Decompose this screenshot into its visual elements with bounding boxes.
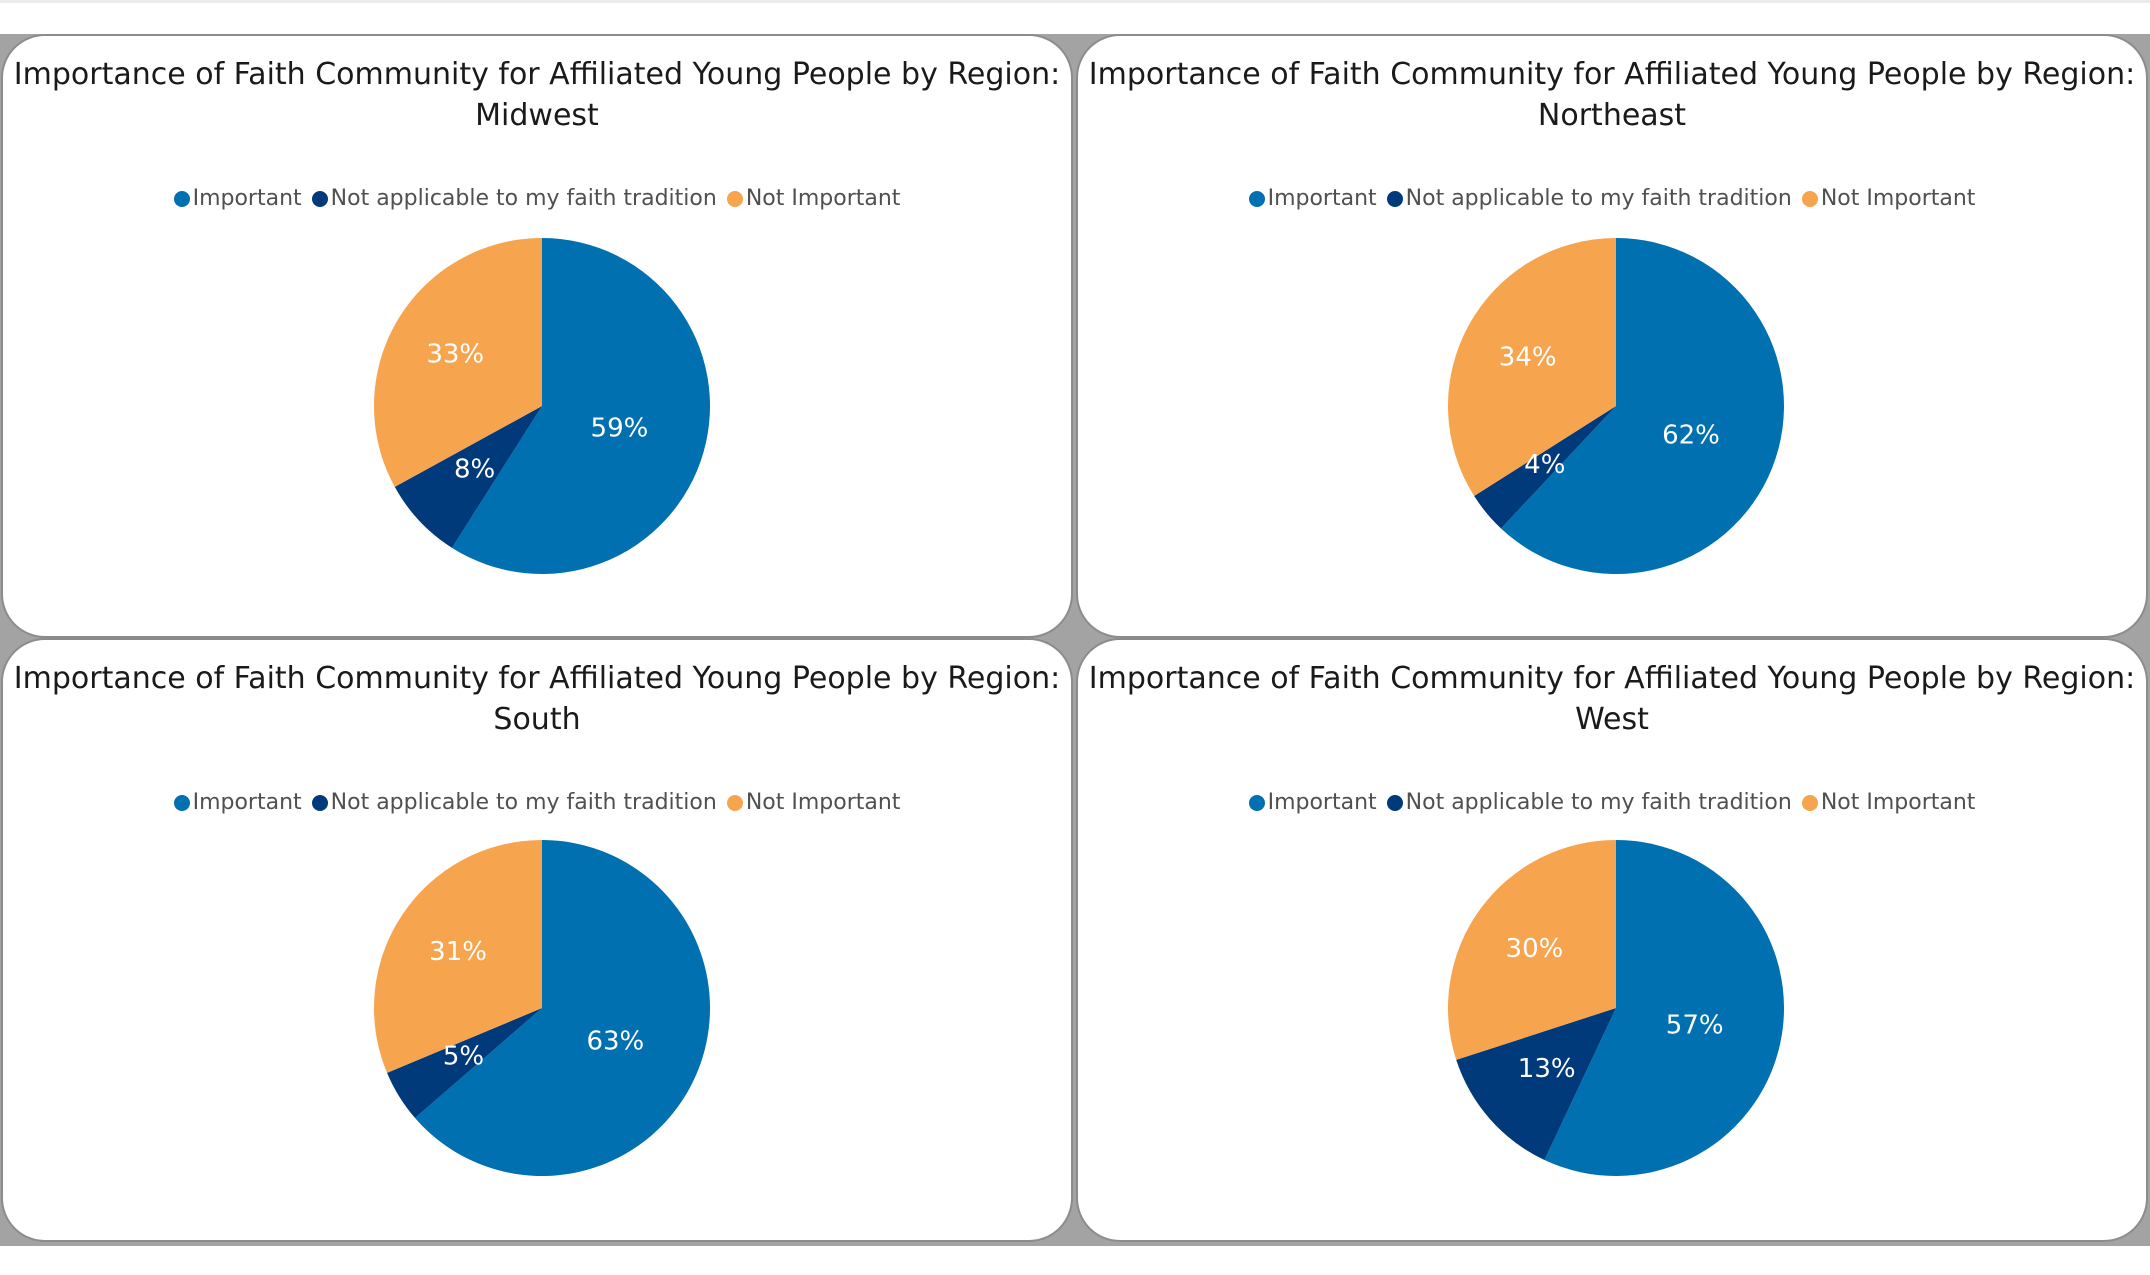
chart-panel-midwest: Importance of Faith Community for Affili… <box>1 34 1073 638</box>
legend-entry-not-important: Not Important <box>1801 186 1976 211</box>
data-label-important: 63% <box>586 1026 644 1056</box>
pie-slice-important <box>451 238 710 574</box>
pie-chart: 63% 5% 31% <box>373 840 710 1176</box>
legend-label-important: Important <box>1267 790 1377 815</box>
chart-title-line1: Importance of Faith Community for Affili… <box>1088 57 2136 92</box>
legend-label-not-important: Not Important <box>1820 790 1976 815</box>
legend-label-important: Important <box>192 790 302 815</box>
pie-chart: 62% 4% 34% <box>1448 238 1784 574</box>
legend-label-important: Important <box>192 186 302 211</box>
data-label-not-important: 34% <box>1499 342 1557 372</box>
chart-legend: Important Not applicable to my faith tra… <box>3 790 1071 815</box>
legend-entry-not-applicable: Not applicable to my faith tradition <box>311 186 717 211</box>
chart-title-line1: Importance of Faith Community for Affili… <box>13 57 1061 92</box>
pie-slice-not-important <box>1448 840 1616 1060</box>
data-label-not-important: 31% <box>429 937 487 967</box>
legend-entry-not-applicable: Not applicable to my faith tradition <box>1386 186 1792 211</box>
data-label-not-applicable: 5% <box>443 1042 484 1072</box>
legend-entry-not-important: Not Important <box>726 790 901 815</box>
data-label-not-applicable: 4% <box>1524 450 1565 480</box>
chart-title: Importance of Faith Community for Affili… <box>3 658 1071 740</box>
legend-swatch-not-important <box>726 794 743 811</box>
pie-slice-not-important <box>373 840 542 1073</box>
legend-entry-important: Important <box>173 186 302 211</box>
legend-swatch-not-important <box>1801 794 1818 811</box>
legend-swatch-important <box>1248 190 1265 207</box>
chart-panel-south: Importance of Faith Community for Affili… <box>1 638 1073 1242</box>
legend-swatch-not-applicable <box>311 794 328 811</box>
legend-swatch-important <box>1248 794 1265 811</box>
chart-legend: Important Not applicable to my faith tra… <box>3 186 1071 211</box>
legend-swatch-not-applicable <box>1386 794 1403 811</box>
chart-title: Importance of Faith Community for Affili… <box>1078 54 2146 136</box>
chart-title: Importance of Faith Community for Affili… <box>1078 658 2146 740</box>
legend-label-not-applicable: Not applicable to my faith tradition <box>1405 186 1792 211</box>
legend-label-not-important: Not Important <box>1820 186 1976 211</box>
chart-title-line1: Importance of Faith Community for Affili… <box>13 661 1061 696</box>
data-label-not-important: 33% <box>426 340 484 370</box>
legend-swatch-important <box>173 190 190 207</box>
data-label-not-applicable: 13% <box>1518 1054 1576 1084</box>
data-label-not-important: 30% <box>1506 934 1564 964</box>
pie-chart: 57% 13% 30% <box>1448 840 1784 1176</box>
legend-swatch-not-important <box>1801 190 1818 207</box>
chart-title-line1: Importance of Faith Community for Affili… <box>1088 661 2136 696</box>
data-label-important: 59% <box>591 413 649 443</box>
data-label-not-applicable: 8% <box>454 454 495 484</box>
legend-swatch-important <box>173 794 190 811</box>
chart-title-region: Midwest <box>475 98 599 133</box>
legend-swatch-not-applicable <box>1386 190 1403 207</box>
data-label-important: 62% <box>1662 421 1720 451</box>
legend-label-not-applicable: Not applicable to my faith tradition <box>330 790 717 815</box>
legend-entry-not-important: Not Important <box>1801 790 1976 815</box>
legend-swatch-not-important <box>726 190 743 207</box>
pie-slice-not-applicable <box>1456 1008 1616 1161</box>
legend-label-not-applicable: Not applicable to my faith tradition <box>330 186 717 211</box>
pie-slice-not-applicable <box>387 1008 542 1119</box>
data-label-important: 57% <box>1666 1011 1724 1041</box>
legend-entry-not-applicable: Not applicable to my faith tradition <box>311 790 717 815</box>
legend-swatch-not-applicable <box>311 190 328 207</box>
pie-slice-important <box>1544 840 1784 1176</box>
legend-entry-important: Important <box>1248 186 1377 211</box>
top-border-line <box>0 0 2150 3</box>
chart-title-region: South <box>493 702 581 737</box>
legend-label-not-applicable: Not applicable to my faith tradition <box>1405 790 1792 815</box>
chart-title: Importance of Faith Community for Affili… <box>3 54 1071 136</box>
pie-slice-not-applicable <box>394 406 542 548</box>
legend-entry-important: Important <box>173 790 302 815</box>
legend-label-not-important: Not Important <box>745 790 901 815</box>
pie-slice-important <box>415 840 710 1176</box>
legend-entry-important: Important <box>1248 790 1377 815</box>
chart-legend: Important Not applicable to my faith tra… <box>1078 790 2146 815</box>
pie-slice-important <box>1500 238 1784 574</box>
pie-slice-not-applicable <box>1474 406 1616 529</box>
legend-entry-not-important: Not Important <box>726 186 901 211</box>
chart-panel-northeast: Importance of Faith Community for Affili… <box>1076 34 2148 638</box>
legend-label-not-important: Not Important <box>745 186 901 211</box>
chart-title-region: Northeast <box>1537 98 1687 133</box>
pie-slice-not-important <box>1448 238 1616 497</box>
chart-panel-west: Importance of Faith Community for Affili… <box>1076 638 2148 1242</box>
legend-entry-not-applicable: Not applicable to my faith tradition <box>1386 790 1792 815</box>
chart-title-region: West <box>1575 702 1649 737</box>
chart-legend: Important Not applicable to my faith tra… <box>1078 186 2146 211</box>
pie-slice-not-important <box>373 238 542 487</box>
legend-label-important: Important <box>1267 186 1377 211</box>
pie-chart: 59% 8% 33% <box>373 238 710 574</box>
